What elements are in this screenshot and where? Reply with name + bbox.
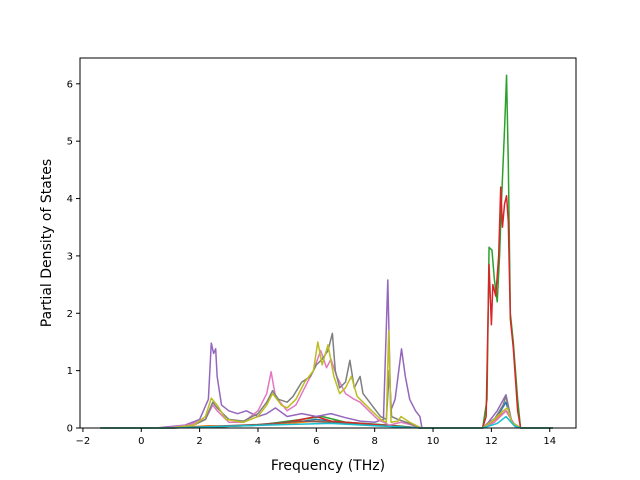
y-tick-label: 2	[67, 309, 73, 320]
series-line-3	[100, 186, 553, 429]
y-tick-label: 3	[67, 251, 73, 262]
x-tick-label: 8	[371, 436, 377, 447]
x-tick-label: −2	[76, 436, 91, 447]
x-tick-label: 10	[427, 436, 440, 447]
y-axis-label: Partial Density of States	[39, 159, 55, 327]
series-layer	[100, 74, 553, 429]
x-tick-label: 14	[543, 436, 556, 447]
plot-frame	[79, 57, 577, 429]
y-tick-label: 4	[67, 194, 73, 205]
x-axis-label: Frequency (THz)	[271, 458, 385, 474]
plot-background	[80, 58, 576, 428]
x-axis-ticks: −2 0 2 4 6 8 10 12 14	[76, 428, 556, 447]
x-tick-label: 6	[313, 436, 319, 447]
x-tick-label: 0	[138, 436, 144, 447]
y-tick-label: 1	[67, 366, 73, 377]
x-tick-label: 2	[196, 436, 202, 447]
y-axis-ticks: 0 1 2 3 4 5 6	[67, 79, 80, 435]
y-tick-label: 6	[67, 79, 73, 90]
y-tick-label: 5	[67, 137, 73, 148]
y-tick-label: 0	[67, 424, 73, 435]
x-tick-label: 4	[255, 436, 261, 447]
x-tick-label: 12	[485, 436, 498, 447]
